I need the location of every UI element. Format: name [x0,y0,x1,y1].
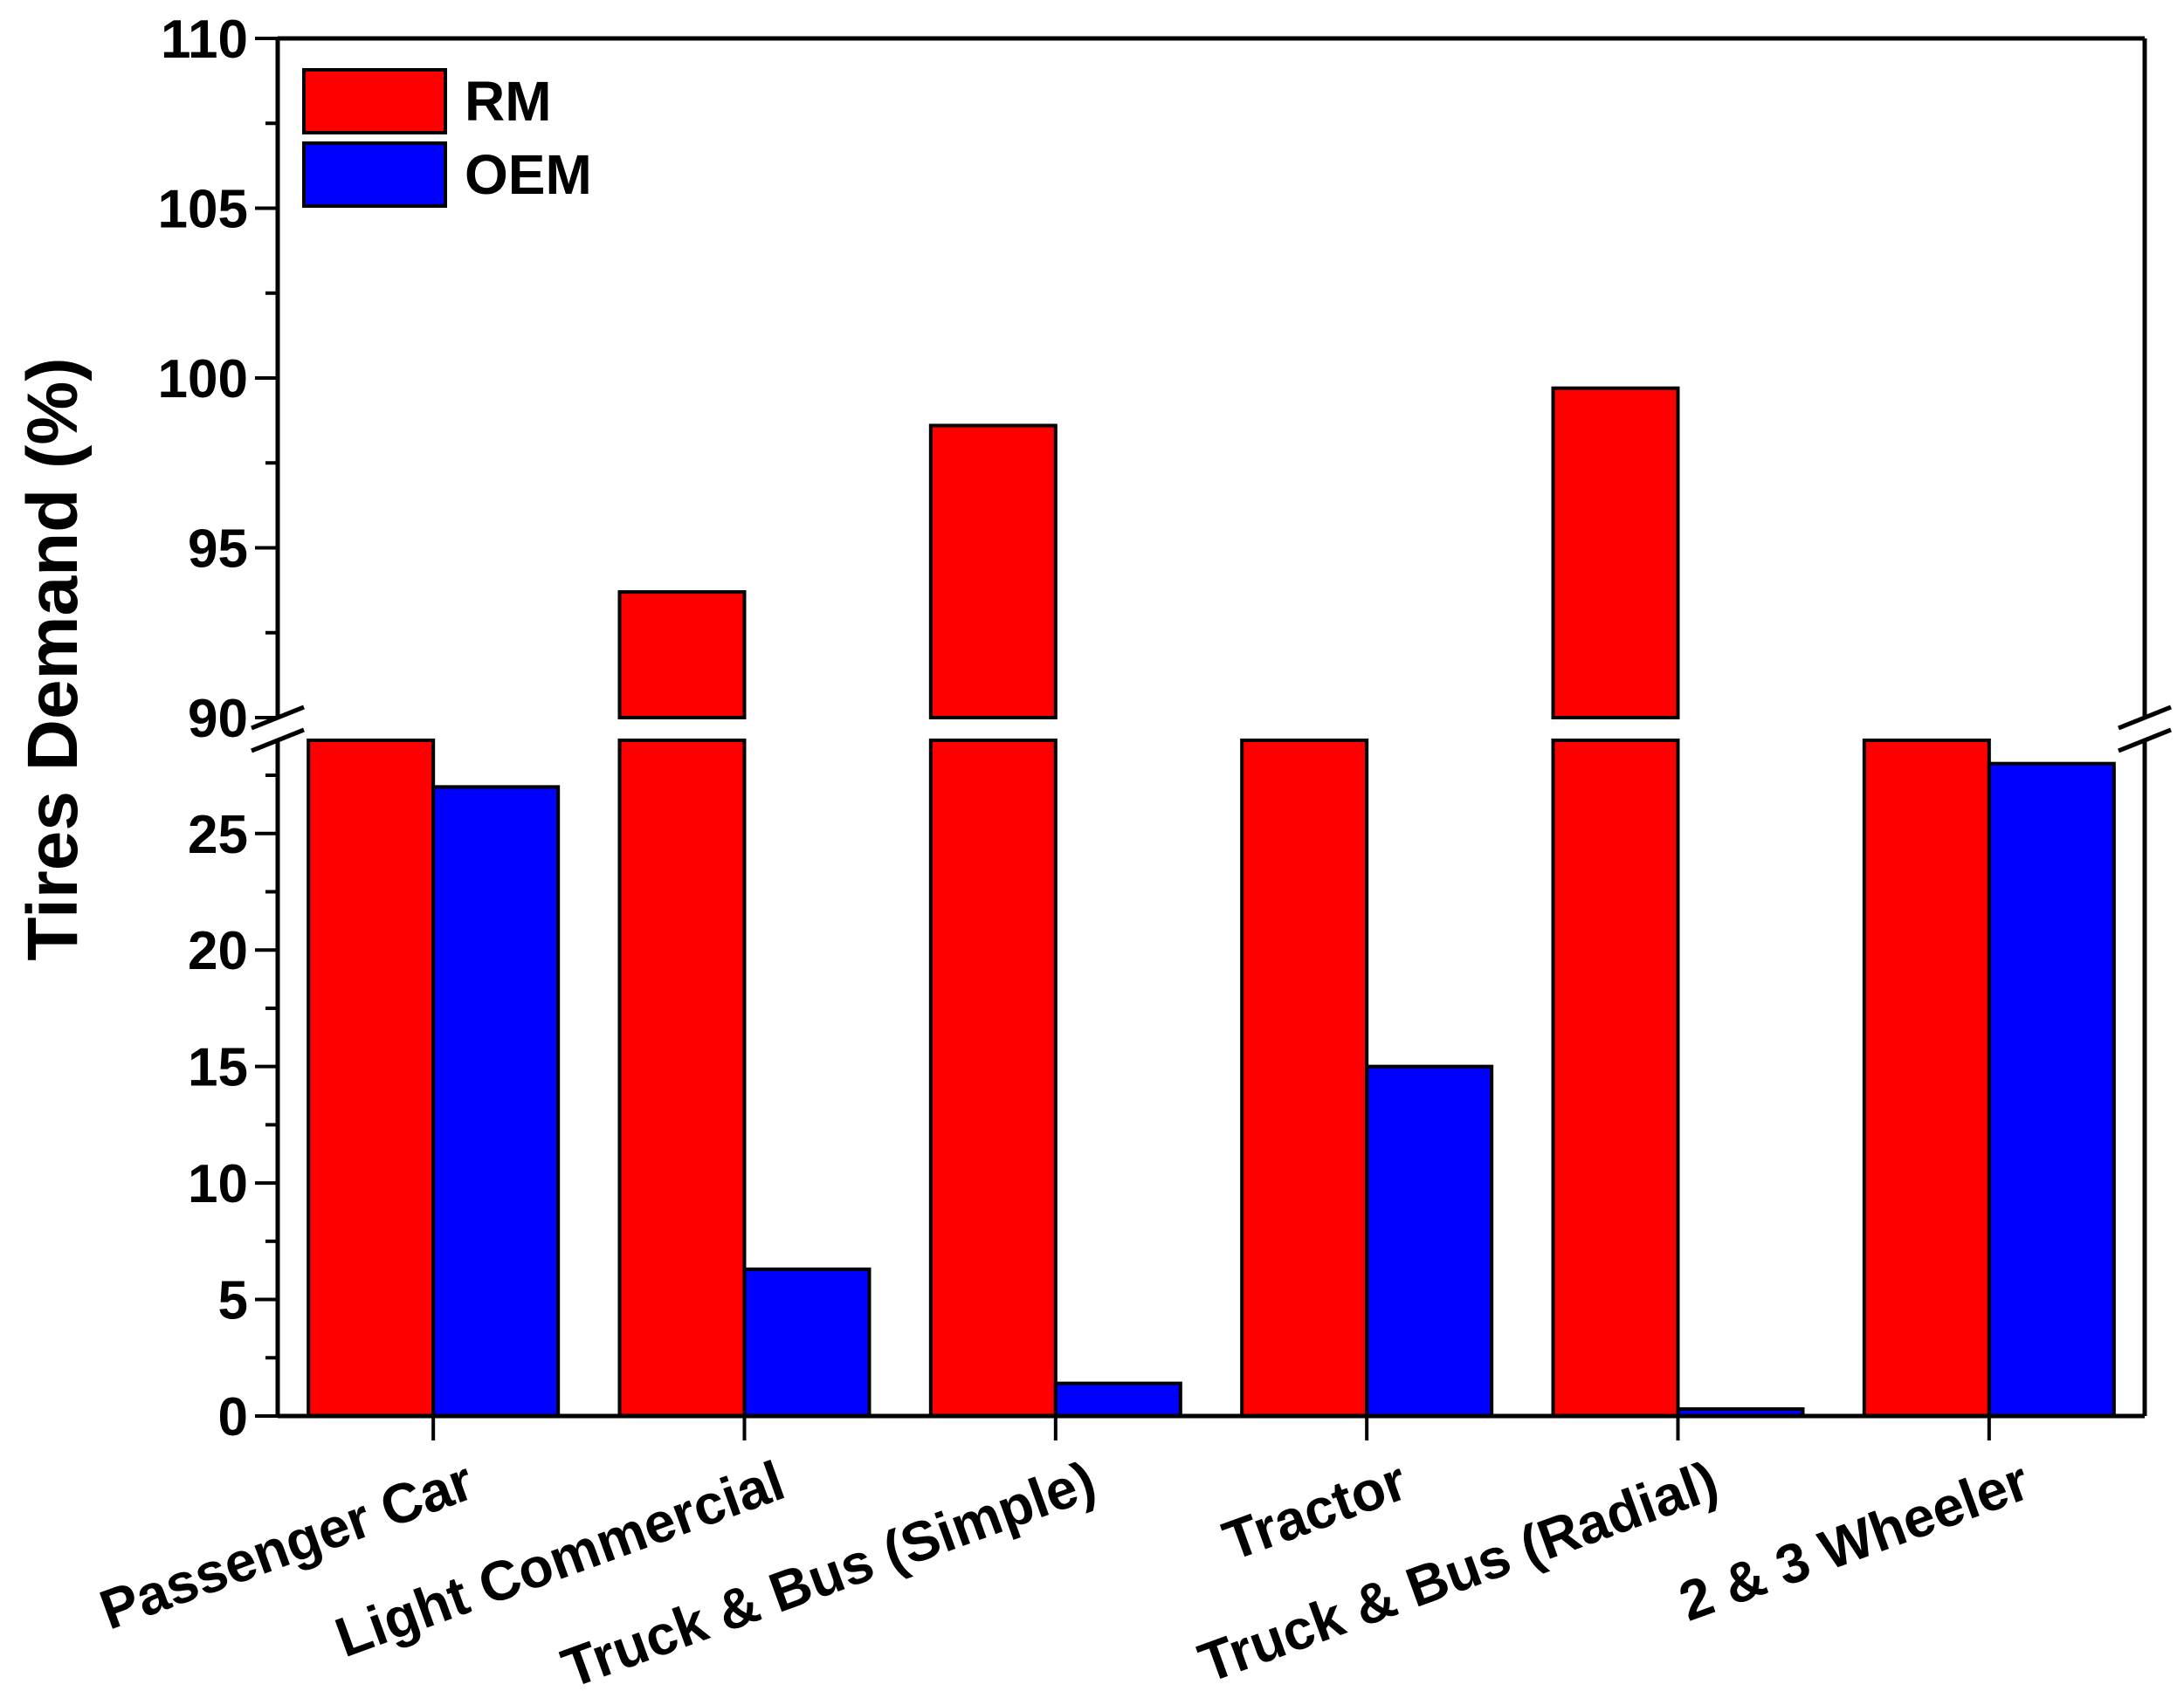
y-axis: 0 5 10 15 20 25 90 95 100 105 110 [158,10,278,1447]
bar-rm-5-upper [1551,386,1680,719]
bar-oem-3 [1053,1381,1182,1419]
bar-oem-1 [431,785,561,1418]
y-axis-title: Tires Demand (%) [13,357,93,960]
y-tick-label-0: 0 [218,1387,248,1447]
y-tick-label-5: 5 [218,1271,248,1331]
bar-rm-3-upper [928,423,1058,719]
legend: RM OEM [302,68,592,208]
axis-break-right-2 [2118,727,2172,753]
bar-rm-1-lower [307,739,436,1418]
bar-oem-4 [1365,1064,1494,1418]
y-tick-label-20: 20 [188,921,248,981]
bar-oem-6 [1987,761,2116,1418]
bar-rm-4-lower [1240,739,1369,1418]
bar-rm-5-lower [1551,739,1680,1418]
bar-rm-6-lower [1862,739,1991,1418]
legend-label-rm: RM [465,70,552,133]
y-tick-label-10: 10 [188,1154,248,1214]
y-tick-label-105: 105 [158,180,248,240]
y-tick-label-95: 95 [188,519,248,580]
bar-oem-2 [742,1267,872,1419]
y-tick-label-15: 15 [188,1038,248,1098]
axis-break-right-1 [2118,705,2172,731]
y-tick-label-90: 90 [188,689,248,749]
plot-frame [251,36,2172,1419]
bar-rm-2-upper [617,590,747,719]
legend-label-oem: OEM [465,143,592,206]
bar-rm-3-lower [928,739,1058,1418]
legend-swatch-oem [302,141,447,208]
x-category-label-5: Truck & Bus (Radial) [1191,1448,1726,1695]
bars-layer [307,386,2116,1419]
y-tick-label-25: 25 [188,805,248,865]
bar-rm-2-lower [617,739,747,1418]
x-category-label-3: Truck & Bus (Simple) [554,1448,1103,1698]
axis-break-left-2 [251,727,305,753]
y-tick-label-110: 110 [161,10,248,70]
y-tick-label-100: 100 [158,349,248,409]
legend-swatch-rm [302,68,447,134]
x-category-label-4: Tractor [1215,1448,1415,1572]
x-category-label-6: 2 & 3 Wheeler [1671,1448,2037,1633]
